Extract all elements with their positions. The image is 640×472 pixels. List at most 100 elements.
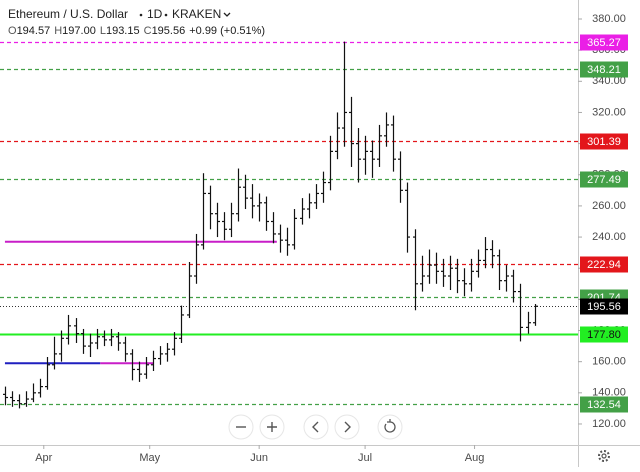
- ohlc-bar: [511, 269, 516, 303]
- y-tick-label: 160.00: [592, 356, 626, 368]
- level-tag-label: 365.27: [587, 37, 621, 49]
- ohlc-bar: [81, 328, 86, 354]
- ohlc-bar: [31, 383, 36, 403]
- button-bg[interactable]: [303, 414, 329, 440]
- ohlc-bar: [222, 212, 227, 241]
- zoom-out-button[interactable]: [228, 414, 254, 440]
- ohlc-bar: [342, 41, 347, 147]
- level-tag: [580, 171, 628, 188]
- ohlc-key: H: [54, 25, 62, 37]
- level-tag: [580, 61, 628, 78]
- level-tag-label: 177.80: [587, 329, 621, 341]
- ohlc-value: 194.57: [17, 25, 51, 37]
- settings-button[interactable]: [598, 450, 610, 462]
- level-tag-label: 222.94: [587, 259, 621, 271]
- toolbar: [228, 414, 403, 440]
- right-icon: [344, 421, 351, 433]
- x-tick-label: Aug: [465, 452, 485, 464]
- button-bg[interactable]: [334, 414, 360, 440]
- level-tag: [580, 256, 628, 273]
- last-price-label: 195.56: [587, 301, 621, 313]
- ohlc-bar: [250, 184, 255, 219]
- ohlc-bar: [398, 151, 403, 203]
- ohlc-bar: [405, 182, 410, 253]
- ohlc-bar: [328, 135, 333, 191]
- ohlc-bar: [504, 265, 509, 292]
- dropdown-chevron[interactable]: [223, 12, 231, 17]
- ohlc-bar: [526, 311, 531, 334]
- ohlc-bar: [102, 330, 107, 347]
- ohlc-bar: [229, 202, 234, 238]
- reset-icon: [384, 419, 396, 433]
- ohlc-value: 197.00: [62, 25, 96, 37]
- level-tag: [580, 133, 628, 150]
- ohlc-bar: [533, 304, 538, 326]
- gear-icon[interactable]: [598, 450, 610, 462]
- ohlc-bar: [215, 202, 220, 238]
- change-value: +0.99 (+0.51%): [189, 25, 265, 37]
- ohlc-bar: [300, 198, 305, 225]
- ohlc-bar: [10, 391, 15, 407]
- ohlc-bar: [271, 212, 276, 244]
- separator: [139, 13, 143, 17]
- ohlc-bar: [377, 124, 382, 167]
- ohlc-bar: [264, 196, 269, 231]
- ohlc-bar: [45, 356, 50, 390]
- ohlc-bar: [66, 314, 71, 345]
- y-tick-label: 260.00: [592, 200, 626, 212]
- ohlc-bar: [335, 112, 340, 160]
- ohlc-bar: [490, 240, 495, 269]
- last-price-tag: [580, 298, 628, 315]
- ohlc-bar: [448, 255, 453, 291]
- ohlc-bar: [384, 112, 389, 147]
- level-tag: [580, 34, 628, 51]
- ohlc-bar: [208, 185, 213, 230]
- symbol-title[interactable]: Ethereum / U.S. Dollar: [8, 7, 128, 21]
- ohlc-bar: [130, 349, 135, 381]
- button-bg[interactable]: [377, 414, 403, 440]
- level-tag: [580, 396, 628, 413]
- interval[interactable]: 1D: [147, 7, 163, 21]
- level-tag-label: 348.21: [587, 64, 621, 76]
- ohlc-bar: [307, 193, 312, 219]
- ohlc-key: O: [8, 25, 17, 37]
- ohlc-bar: [292, 209, 297, 250]
- y-tick-label: 380.00: [592, 13, 626, 25]
- ohlc-bar: [243, 174, 248, 210]
- ohlc-bar: [172, 332, 177, 356]
- ohlc-bar: [187, 261, 192, 319]
- level-tag: [580, 326, 628, 343]
- ohlc-bar: [462, 268, 467, 297]
- zoom-in-button[interactable]: [259, 414, 285, 440]
- header-bg: [0, 0, 330, 40]
- ohlc-bar: [17, 394, 22, 409]
- ohlc-bar: [158, 346, 163, 365]
- left-icon: [312, 421, 319, 433]
- ohlc-bar: [434, 252, 439, 284]
- ohlc-key: C: [144, 25, 152, 37]
- ohlc-bar: [201, 173, 206, 250]
- level-tag-label: 277.49: [587, 174, 621, 186]
- ohlc-bar: [363, 135, 368, 175]
- scroll-left-button[interactable]: [303, 414, 329, 440]
- reset-button[interactable]: [377, 414, 403, 440]
- ohlc-bar: [257, 193, 262, 222]
- ohlc-bar: [74, 318, 79, 343]
- scroll-right-button[interactable]: [334, 414, 360, 440]
- exchange[interactable]: KRAKEN: [172, 7, 221, 21]
- ohlc-value: 195.56: [152, 25, 186, 37]
- ohlc-bar: [24, 391, 29, 407]
- ohlc-bar: [420, 255, 425, 292]
- y-tick-label: 320.00: [592, 106, 626, 118]
- ohlc-bar: [321, 171, 326, 203]
- plot-layer: [4, 240, 277, 365]
- ohlc-bar: [95, 328, 100, 350]
- x-tick-label: Jul: [358, 452, 372, 464]
- plus-icon: [267, 422, 277, 432]
- ohlc-bar: [236, 168, 241, 222]
- ohlc-bar: [151, 350, 156, 372]
- x-tick-label: May: [139, 452, 160, 464]
- ohlc-bar: [88, 333, 93, 357]
